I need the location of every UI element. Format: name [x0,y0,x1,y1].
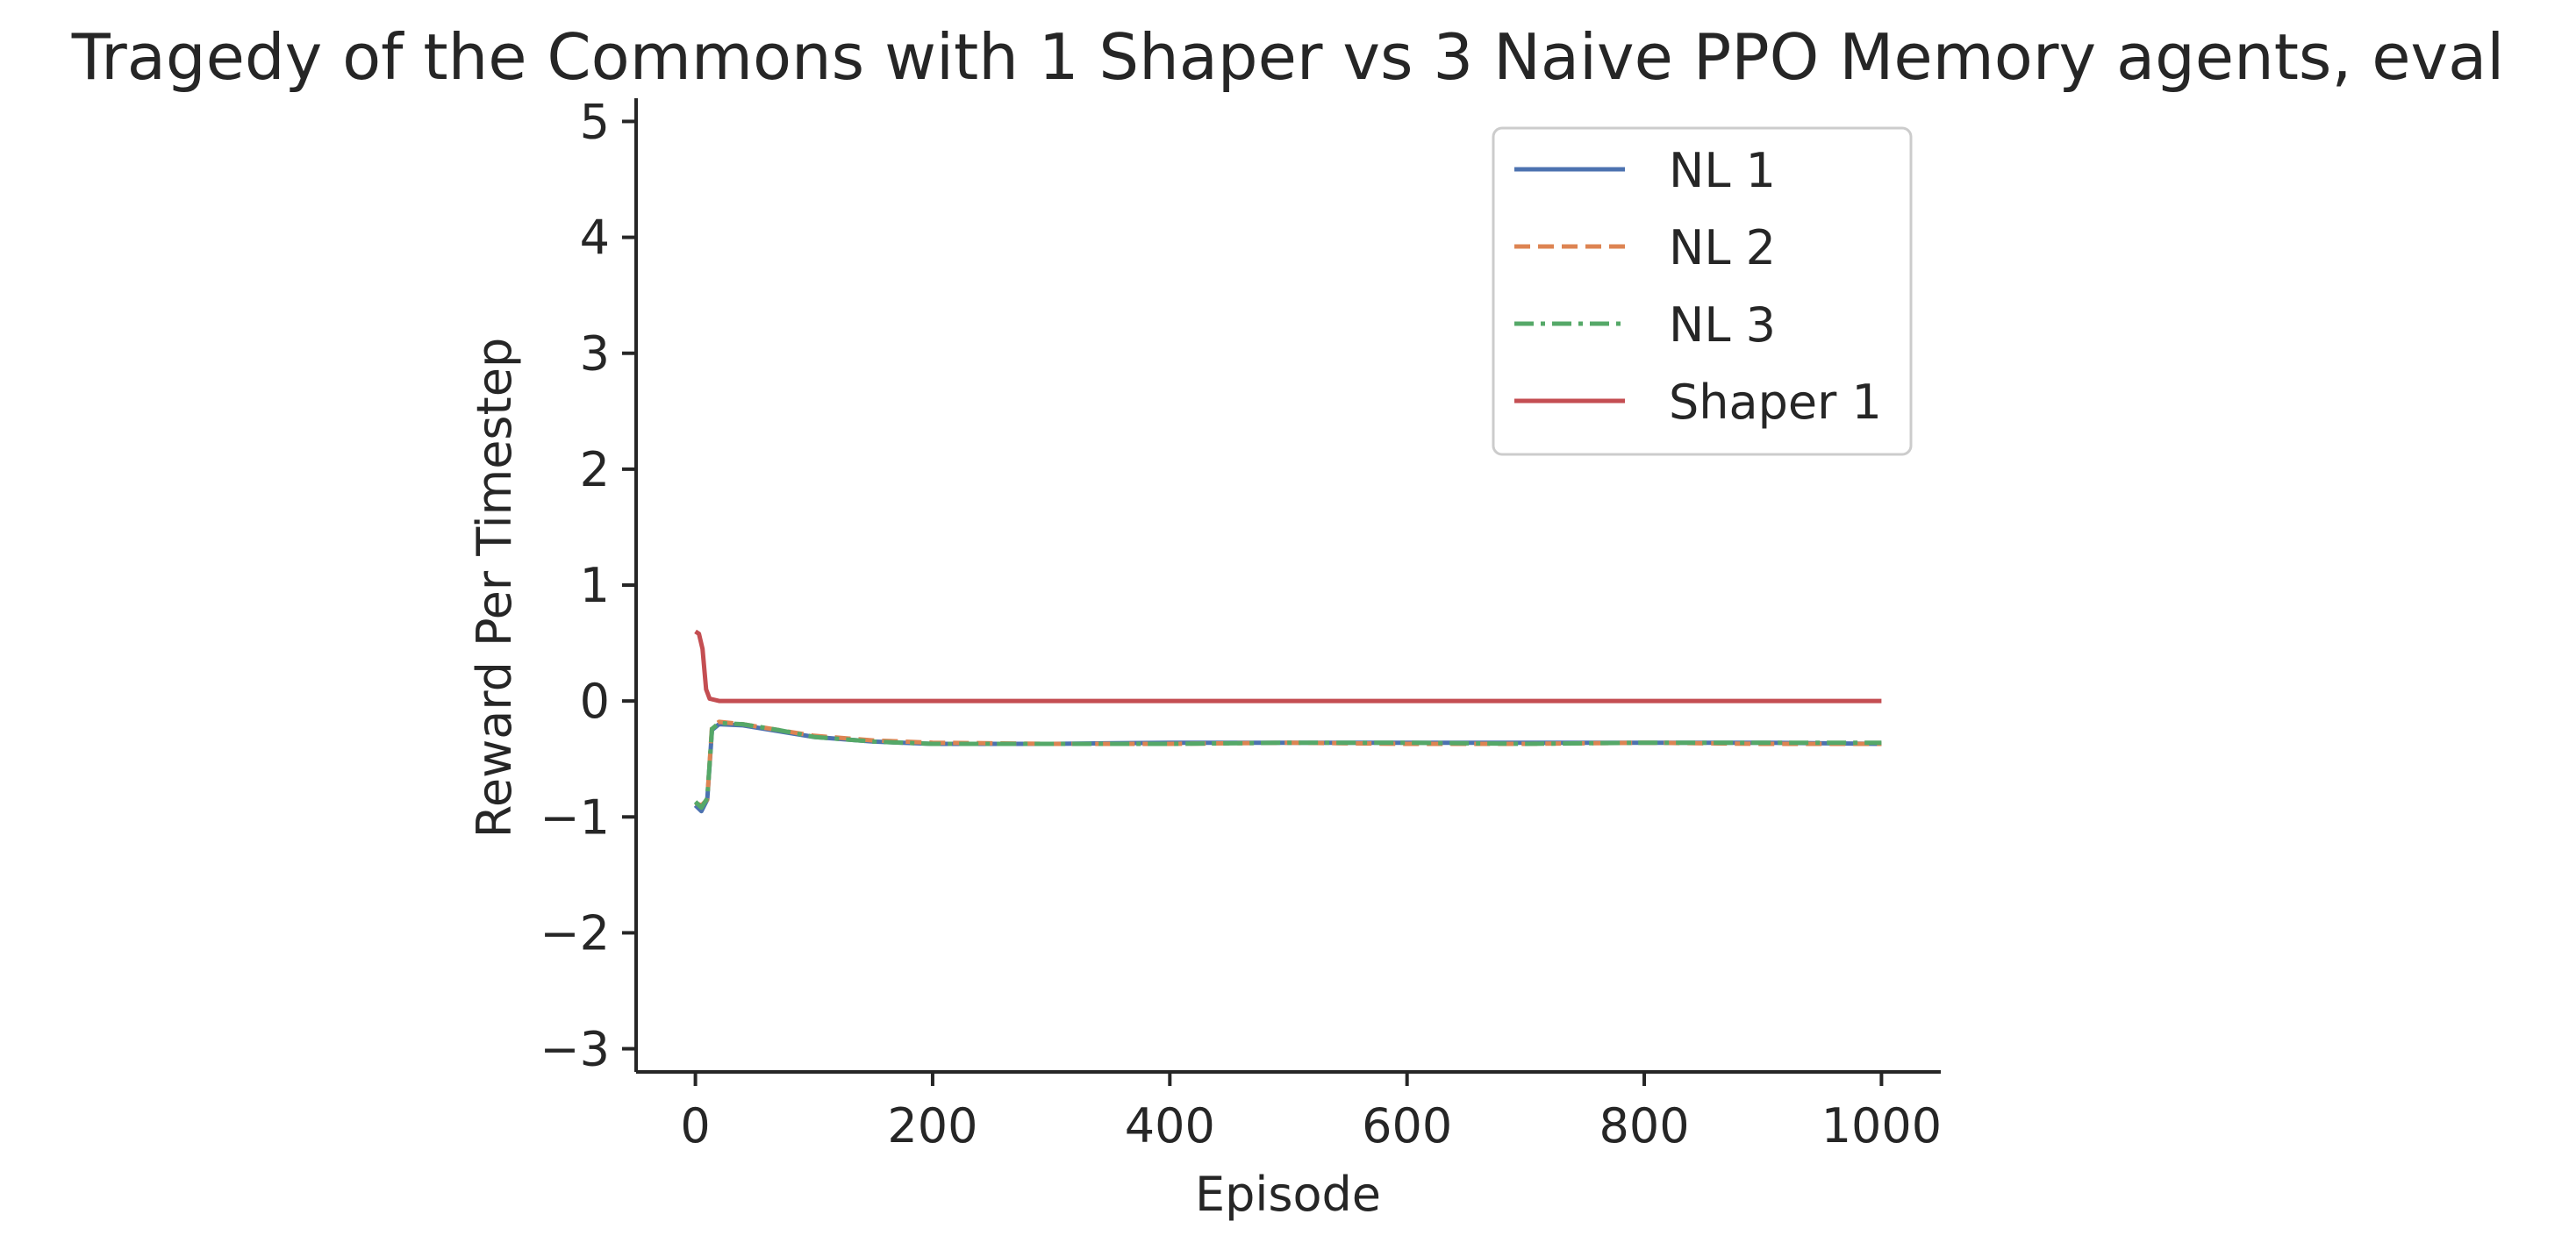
plot-lines [693,629,1882,814]
legend-box [1492,126,1913,456]
y-tick-label: 1 [580,558,610,613]
x-tick-label: 400 [1125,1098,1215,1154]
series-line-1 [693,722,1882,814]
y-tick-label: 2 [580,442,610,497]
y-tick-label: −1 [540,789,610,845]
legend: NL 1 NL 2 NL 3 Shaper 1 [1492,126,1913,456]
y-tick-label: −2 [540,905,610,961]
x-tick-label: 800 [1599,1098,1690,1154]
y-tick-label: 3 [580,326,610,382]
x-tick-label: 0 [680,1098,710,1154]
x-axis-label: Episode [1195,1167,1381,1222]
tick-labels: 0 200 400 600 800 1000 −3 −2 −1 0 1 2 3 4 5 [540,94,1942,1154]
series-line-3 [693,720,1882,811]
y-tick-label: −3 [540,1022,610,1077]
y-tick-label: 4 [580,211,610,266]
series-line-2 [694,719,1882,808]
y-axis-label: Reward Per Timestep [467,338,522,838]
legend-label: NL 2 [1669,220,1776,275]
series-line-4 [694,629,1882,704]
legend-label: NL 3 [1669,297,1776,353]
legend-label: Shaper 1 [1669,375,1882,430]
x-tick-label: 1000 [1821,1098,1942,1154]
y-tick-label: 0 [580,674,610,729]
x-tick-label: 600 [1362,1098,1452,1154]
y-tick-label: 5 [580,94,610,149]
legend-label: NL 1 [1669,143,1776,198]
chart-title: Tragedy of the Commons with 1 Shaper vs … [71,20,2505,94]
x-tick-label: 200 [887,1098,977,1154]
